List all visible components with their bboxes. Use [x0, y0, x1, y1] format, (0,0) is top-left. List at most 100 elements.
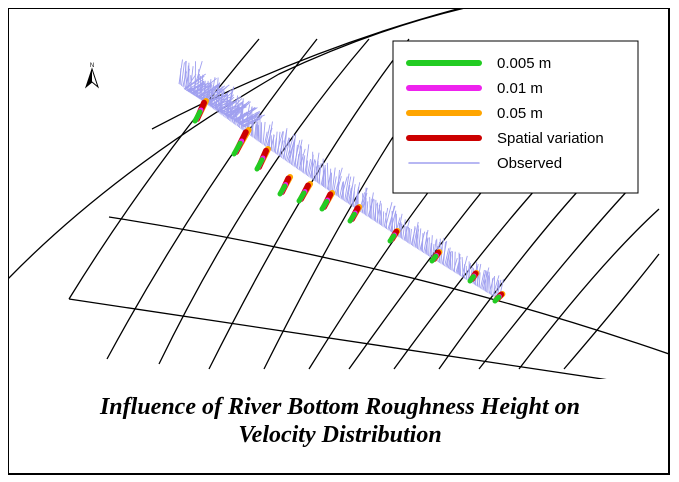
- observed-vector: [350, 186, 353, 206]
- observed-vector: [488, 271, 491, 295]
- observed-vector: [408, 227, 411, 244]
- observed-vector: [487, 275, 489, 294]
- legend-item: 0.005 m: [406, 55, 551, 72]
- figure-frame: N 0.005 m 0.01 m 0.05 m Spatial variation Ob…: [8, 8, 670, 475]
- observed-vector: [351, 184, 356, 207]
- observed-vector: [302, 154, 305, 174]
- observed-vector: [423, 229, 429, 253]
- observed-vector: [382, 211, 385, 227]
- observed-vector: [304, 144, 310, 175]
- observed-vector: [220, 94, 234, 113]
- observed-vector: [259, 117, 261, 143]
- observed-vector: [331, 167, 336, 193]
- observed-vector: [344, 173, 350, 202]
- observed-vector: [313, 160, 316, 181]
- observed-vector: [372, 199, 375, 221]
- observed-vector: [307, 159, 311, 176]
- grid-line: [106, 38, 318, 360]
- north-arrow-label: N: [90, 63, 94, 69]
- observed-vector: [352, 191, 355, 208]
- north-arrow-half: [86, 69, 92, 87]
- velocity-bar-group: [387, 228, 401, 244]
- observed-vector: [326, 162, 329, 191]
- legend-label: 0.01 m: [497, 80, 543, 97]
- observed-vector: [378, 204, 381, 226]
- grid-line: [563, 253, 660, 370]
- grid-line: [68, 298, 607, 379]
- observed-vector: [236, 107, 258, 123]
- observed-vector: [389, 210, 397, 232]
- observed-vector: [186, 79, 204, 92]
- observed-vector: [324, 168, 327, 189]
- observed-vector: [484, 271, 487, 292]
- velocity-bar-0.005m: [231, 140, 243, 157]
- observed-vector: [412, 226, 416, 246]
- observed-vector: [402, 219, 406, 240]
- observed-vector: [421, 233, 424, 253]
- observed-vector: [268, 130, 271, 150]
- observed-vector: [243, 117, 263, 128]
- observed-vector: [369, 196, 371, 219]
- velocity-bar-group: [467, 270, 480, 284]
- observed-vector: [265, 124, 271, 147]
- observed-vector: [189, 80, 205, 94]
- velocity-bar-0.005m: [387, 233, 397, 244]
- observed-vector: [329, 168, 332, 192]
- observed-vector: [391, 210, 394, 234]
- legend-item: 0.05 m: [406, 105, 543, 122]
- observed-vector: [179, 68, 182, 85]
- observed-vector: [194, 78, 217, 97]
- observed-vector: [347, 187, 352, 204]
- north-arrow: N: [84, 63, 100, 89]
- legend-box: [392, 40, 639, 194]
- observed-vector: [294, 144, 298, 168]
- observed-vector: [213, 94, 228, 109]
- observed-vector: [235, 107, 256, 123]
- observed-vector: [185, 61, 187, 90]
- observed-vector: [339, 182, 344, 198]
- observed-vector: [494, 280, 500, 298]
- grid-line: [478, 188, 630, 370]
- observed-vector: [195, 83, 212, 97]
- observed-vector: [454, 251, 456, 273]
- observed-vector: [388, 205, 395, 231]
- observed-vector: [229, 100, 245, 119]
- observed-vector: [282, 137, 290, 159]
- legend-label: 0.005 m: [497, 55, 551, 72]
- observed-vector: [465, 265, 468, 281]
- observed-vector: [277, 131, 281, 156]
- observed-vector: [415, 228, 418, 249]
- velocity-bar-0.005m: [429, 253, 439, 264]
- velocity-bar-group: [429, 249, 443, 264]
- observed-vector: [322, 158, 325, 188]
- legend-label: 0.05 m: [497, 105, 543, 122]
- observed-vector: [255, 124, 258, 140]
- observed-vector: [243, 118, 261, 128]
- observed-vector: [444, 248, 450, 267]
- observed-vector: [486, 270, 489, 293]
- velocity-bar-group: [192, 98, 209, 124]
- velocity-bar-0.005m: [254, 157, 265, 172]
- observed-vector: [430, 235, 433, 258]
- observed-vector: [219, 105, 239, 113]
- velocity-bar-group: [231, 127, 252, 157]
- legend: 0.005 m 0.01 m 0.05 m Spatial variation Obse…: [392, 40, 639, 194]
- grid-line: [438, 178, 590, 370]
- observed-vector: [225, 98, 243, 116]
- observed-vector: [330, 172, 332, 193]
- observed-vector: [363, 187, 367, 215]
- legend-item: 0.01 m: [406, 80, 543, 97]
- grid-line: [208, 38, 410, 370]
- observed-vector: [240, 109, 254, 126]
- observed-vector: [345, 176, 352, 203]
- observed-vector: [385, 212, 388, 230]
- observed-vector: [212, 91, 226, 108]
- legend-item: Observed: [408, 155, 562, 172]
- observed-vector: [297, 154, 300, 170]
- observed-vector: [481, 270, 487, 290]
- observed-vector: [208, 96, 231, 106]
- grid-line: [518, 208, 660, 370]
- observed-vector: [238, 112, 261, 124]
- observed-vector: [290, 134, 297, 165]
- observed-vector: [209, 88, 222, 106]
